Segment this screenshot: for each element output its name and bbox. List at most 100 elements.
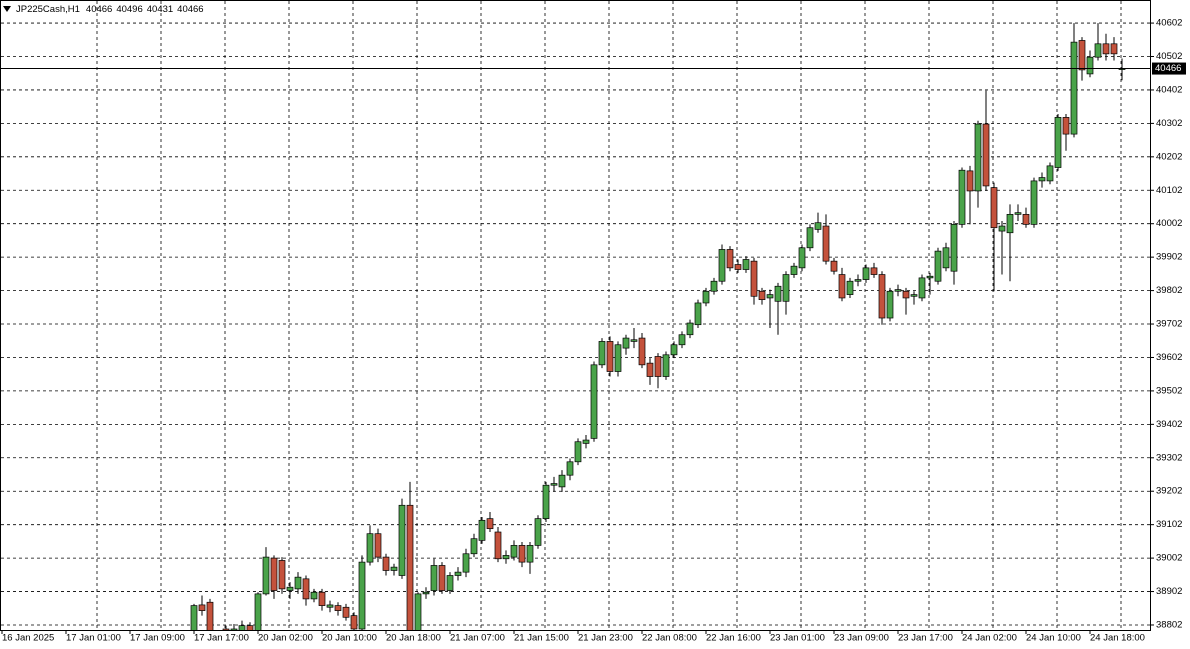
candle-body — [526, 545, 534, 563]
candle-body — [734, 264, 742, 270]
candle-body — [878, 274, 886, 319]
y-tick-label: 40402 — [1156, 84, 1182, 95]
y-tick-label: 39002 — [1156, 553, 1182, 564]
candle-body — [1070, 41, 1078, 135]
candle-body — [974, 123, 982, 192]
candle-body — [750, 260, 758, 297]
candle-body — [1094, 43, 1102, 58]
candle-body — [990, 187, 998, 229]
candle-body — [1022, 213, 1030, 225]
candle-body — [598, 341, 606, 366]
y-tick-label: 39902 — [1156, 252, 1182, 263]
x-tick-label: 21 Jan 07:00 — [450, 633, 505, 644]
candle-body — [310, 591, 318, 600]
x-tick-label: 17 Jan 09:00 — [130, 633, 185, 644]
candle-body — [830, 260, 838, 272]
candle-body — [606, 341, 614, 372]
last-close: 40466 — [177, 4, 203, 15]
candle-body — [1078, 40, 1086, 71]
candle-body — [958, 169, 966, 225]
y-tick-label: 39102 — [1156, 519, 1182, 530]
candle-body — [206, 601, 214, 630]
x-tick-label: 24 Jan 18:00 — [1090, 633, 1145, 644]
candle-body — [470, 538, 478, 555]
candle-body — [510, 545, 518, 558]
candle-body — [1006, 213, 1014, 234]
candle-body — [558, 474, 566, 488]
x-tick-label: 20 Jan 02:00 — [258, 633, 313, 644]
candle-body — [230, 628, 238, 630]
candle-body — [590, 364, 598, 439]
candle-body — [798, 247, 806, 269]
candle-body — [846, 280, 854, 295]
candle-body — [910, 294, 918, 297]
y-tick-label: 40602 — [1156, 18, 1182, 29]
candle-body — [774, 285, 782, 302]
candle-body — [614, 344, 622, 372]
plot-area — [1, 23, 1150, 630]
candle-body — [654, 356, 662, 377]
candle-body — [1102, 43, 1110, 55]
candle-body — [934, 250, 942, 282]
x-tick-label: 16 Jan 2025 — [2, 633, 54, 644]
y-tick-label: 39802 — [1156, 285, 1182, 296]
y-tick-label: 38902 — [1156, 586, 1182, 597]
candle-body — [198, 604, 206, 611]
x-tick-label: 24 Jan 02:00 — [962, 633, 1017, 644]
symbol: JP225Cash,H1 — [16, 4, 80, 15]
candle-body — [358, 561, 366, 630]
candle-body — [918, 277, 926, 299]
candle-body — [494, 531, 502, 560]
candle-body — [662, 354, 670, 377]
candle-body — [766, 294, 774, 299]
candle-body — [446, 575, 454, 591]
x-tick-label: 23 Jan 09:00 — [834, 633, 889, 644]
candle-body — [670, 344, 678, 356]
plot-frame — [0, 0, 1151, 631]
candle-body — [366, 533, 374, 563]
candle-body — [1014, 212, 1022, 215]
candle-body — [1054, 117, 1062, 168]
candle-body — [294, 576, 302, 590]
candle-body — [270, 557, 278, 591]
candle-body — [926, 275, 934, 279]
menu-triangle — [3, 6, 11, 12]
candle-body — [982, 123, 990, 187]
candle-body — [638, 337, 646, 366]
price-label: 40466 — [1155, 63, 1181, 74]
candle-body — [894, 289, 902, 292]
candle-body — [430, 565, 438, 591]
candle-body — [438, 565, 446, 591]
candle-body — [686, 322, 694, 336]
candle-body — [998, 225, 1006, 232]
y-tick-label: 40002 — [1156, 218, 1182, 229]
candle-body — [502, 555, 510, 560]
candle-body — [870, 267, 878, 275]
last-low: 40431 — [147, 4, 173, 15]
candle-body — [646, 362, 654, 377]
y-tick-label: 39202 — [1156, 486, 1182, 497]
y-tick-label: 39702 — [1156, 319, 1182, 330]
candle-body — [566, 461, 574, 476]
y-tick-label: 40202 — [1156, 151, 1182, 162]
candle-body — [822, 225, 830, 262]
candle-body — [886, 290, 894, 319]
candle-body — [782, 274, 790, 302]
candle-body — [422, 591, 430, 595]
candle-body — [534, 518, 542, 546]
candle-body — [238, 625, 246, 630]
candle-body — [1046, 165, 1054, 182]
x-tick-label: 23 Jan 17:00 — [898, 633, 953, 644]
y-tick-label: 39402 — [1156, 419, 1182, 430]
candle-body — [694, 302, 702, 326]
candle-body — [246, 625, 254, 630]
candle-body — [726, 249, 734, 269]
candle-body — [390, 566, 398, 571]
y-tick-label: 39302 — [1156, 452, 1182, 463]
candle-body — [478, 519, 486, 541]
candle-body — [902, 290, 910, 299]
x-tick-label: 23 Jan 01:00 — [770, 633, 825, 644]
x-tick-label: 20 Jan 10:00 — [322, 633, 377, 644]
candle-body — [486, 518, 494, 530]
